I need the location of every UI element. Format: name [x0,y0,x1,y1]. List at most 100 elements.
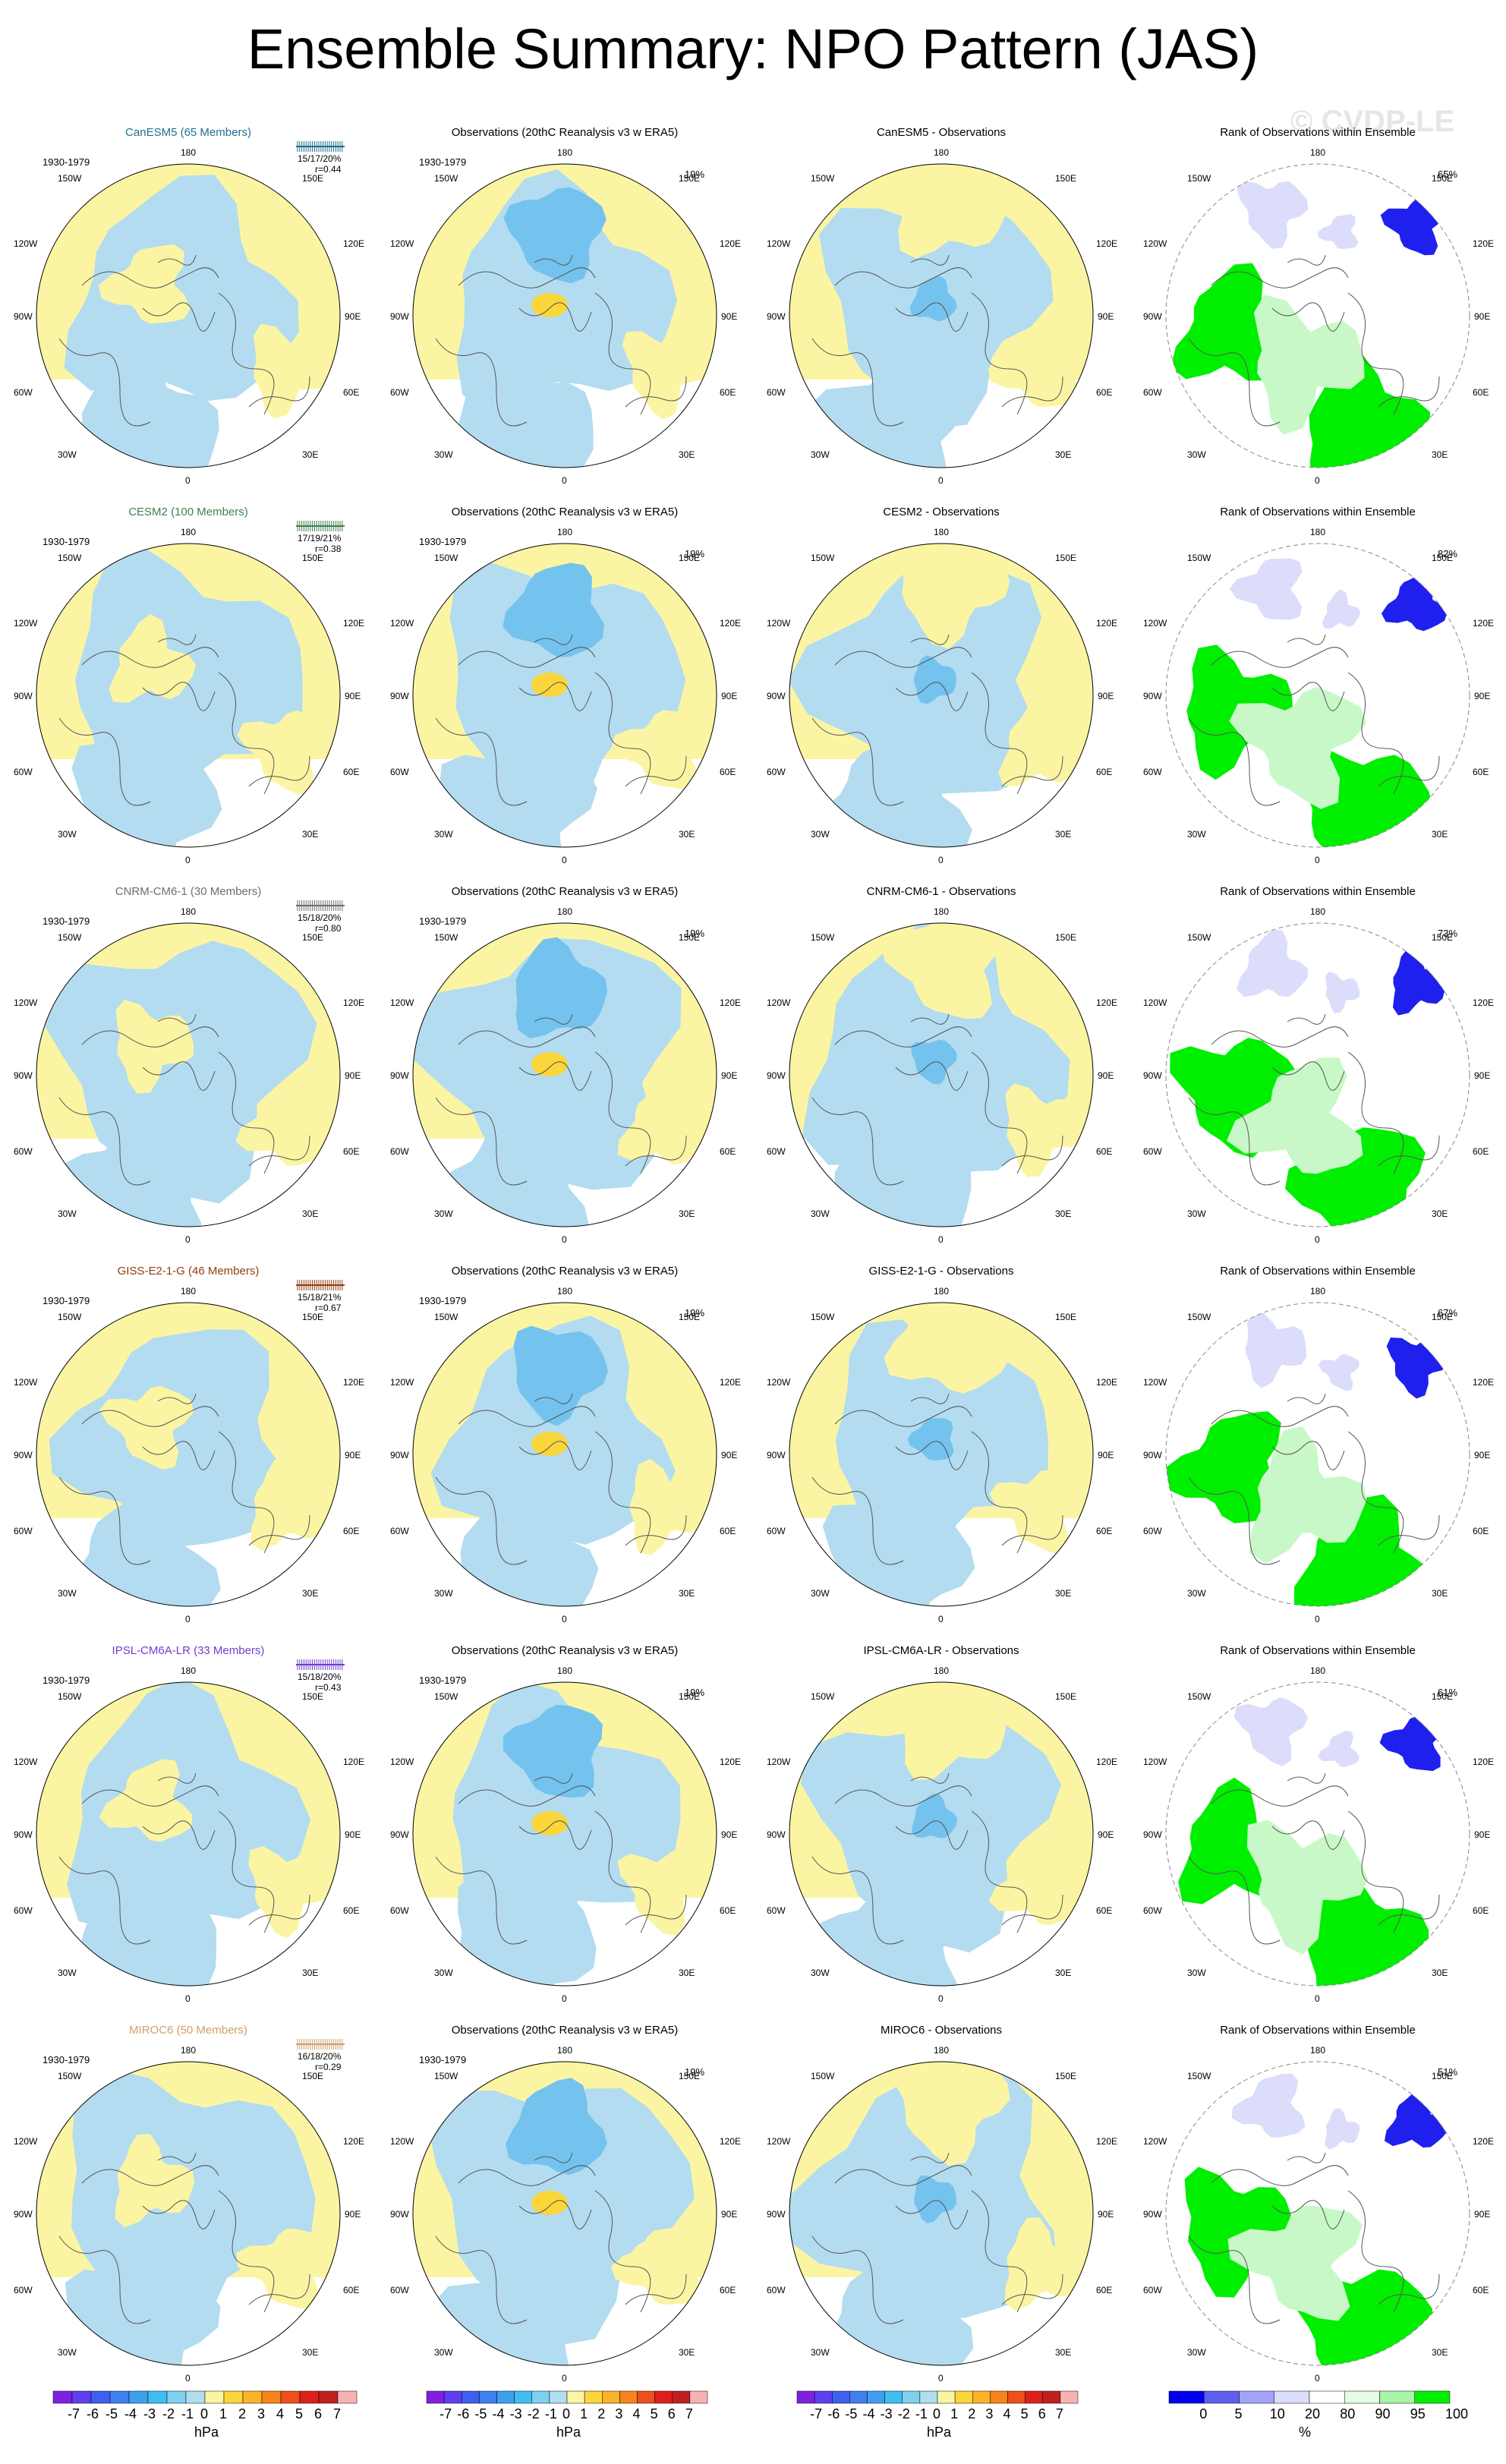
panel-title: CNRM-CM6-1 - Observations [866,885,1016,898]
rank-high-region [1184,2166,1296,2298]
longitude-label: 30E [1432,1208,1448,1219]
negative-anomaly-region [71,2068,316,2345]
page-title: Ensemble Summary: NPO Pattern (JAS) [247,17,1259,80]
longitude-label: 150W [58,932,82,943]
longitude-label: 120W [767,1757,791,1767]
member-tick-strip [296,141,345,152]
colorbar-tick-label: 0 [1199,2406,1208,2421]
stats-correlation: r=0.67 [315,1303,342,1313]
longitude-label: 180 [181,1286,197,1297]
longitude-label: 150E [1432,1691,1454,1702]
longitude-label: 30E [679,829,695,840]
colorbar-swatch [1025,2390,1043,2404]
longitude-label: 180 [934,1286,950,1297]
longitude-label: 0 [1315,1234,1320,1245]
panel-title: Observations (20thC Reanalysis v3 w ERA5… [451,1644,679,1657]
panel-title: Rank of Observations within Ensemble [1220,506,1416,518]
stats-correlation: r=0.29 [315,2062,342,2072]
longitude-label: 90E [1474,1070,1491,1081]
longitude-label: 150W [434,2071,458,2081]
longitude-label: 30E [1432,2347,1448,2358]
colorbar-swatch [584,2390,603,2404]
longitude-label: 30E [1055,1968,1072,1978]
longitude-label: 150E [1055,173,1077,184]
member-tick-strip [296,521,345,531]
longitude-label: 150W [58,173,82,184]
obs-percent: 19% [685,928,705,939]
longitude-label: 60W [1143,1526,1162,1536]
longitude-label: 90E [1474,2209,1491,2220]
longitude-label: 60E [720,2285,736,2295]
longitude-label: 120E [1096,997,1118,1008]
colorbar-tick-label: -7 [440,2406,452,2421]
colorbar-tick-label: 6 [667,2406,676,2421]
ensemble-stats: 17/19/21% r=0.38 [298,533,341,554]
longitude-label: 30W [58,1968,77,1978]
longitude-label: 120W [390,997,414,1008]
longitude-label: 60E [343,2285,360,2295]
longitude-label: 60W [14,1905,33,1916]
longitude-label: 120E [1473,618,1495,629]
longitude-label: 30W [1187,1208,1206,1219]
diff-panel: 180 150W 150E 120W 120E 90W 90E 60W 60E 30W 30E 0 CE… [753,380,1130,865]
colorbar-swatch [972,2390,991,2404]
member-tick-strip [296,1659,345,1670]
stats-correlation: r=0.43 [315,1682,342,1693]
longitude-label: 120E [720,2136,742,2147]
longitude-label: 120W [1143,618,1167,629]
longitude-label: 90E [1474,1450,1491,1460]
longitude-label: 0 [1315,1614,1320,1624]
colorbar-tick-label: -3 [509,2406,522,2421]
diff-map [789,543,1094,848]
longitude-label: 180 [557,906,573,917]
obs-percent: 19% [685,548,705,559]
longitude-label: 60W [390,1526,409,1536]
ensemble-stats: 16/18/20% r=0.29 [298,2051,341,2072]
longitude-label: 150E [302,1691,324,1702]
period-label: 1930-1979 [43,156,90,168]
longitude-label: 90E [721,2209,738,2220]
obs-percent: 19% [685,1687,705,1698]
longitude-label: 120W [390,2136,414,2147]
rank-panel: 180 150W 150E 120W 120E 90W 90E 60W 60E 30W 30E 0 Ra… [1130,759,1506,1245]
longitude-label: 120W [1143,2136,1167,2147]
negative-anomaly-region [74,548,303,818]
obs-percent: 19% [685,169,705,180]
colorbar-swatch [223,2390,244,2404]
colorbar-tick-label: -4 [862,2406,875,2421]
negative-anomaly-region [427,2087,695,2346]
longitude-label: 180 [557,147,573,158]
longitude-label: 120E [1473,997,1495,1008]
model-panel: 180 150W 150E 120W 120E 90W 90E 60W 60E 30W 30E 0 CN… [0,759,376,1245]
colorbar-unit: hPa [556,2425,581,2440]
longitude-label: 180 [181,1665,197,1676]
panel-title: Rank of Observations within Ensemble [1220,2024,1416,2037]
longitude-label: 30W [811,449,830,460]
longitude-label: 90E [721,311,738,322]
longitude-label: 150E [1432,2071,1454,2081]
period-label: 1930-1979 [43,1675,90,1686]
longitude-label: 90E [345,1829,361,1840]
panel-title: CanESM5 - Observations [876,126,1007,139]
period-label: 1930-1979 [43,536,90,547]
longitude-label: 180 [1310,147,1326,158]
panel-title: MIROC6 - Observations [880,2024,1003,2037]
longitude-label: 120W [1143,1757,1167,1767]
negative-anomaly-region [430,1315,676,1545]
longitude-label: 0 [185,1993,191,2004]
colorbar-swatch [954,2390,973,2404]
longitude-label: 90E [345,311,361,322]
longitude-label: 150W [58,1691,82,1702]
longitude-label: 60W [14,1146,33,1157]
longitude-label: 60W [767,2285,786,2295]
obs-map [412,543,717,848]
longitude-label: 90W [14,691,33,701]
longitude-label: 30W [58,449,77,460]
model-panel: 180 150W 150E 120W 120E 90W 90E 60W 60E 30W 30E 0 IP… [0,1518,376,2004]
longitude-label: 120E [1096,618,1118,629]
colorbar-tick-label: 100 [1445,2406,1469,2421]
colorbar-tick-label: -7 [68,2406,80,2421]
colorbar-tick-label: -5 [474,2406,487,2421]
longitude-label: 120W [767,618,791,629]
obs-panel: 180 150W 150E 120W 120E 90W 90E 60W 60E 30W 30E 0 Ob… [376,1898,753,2384]
